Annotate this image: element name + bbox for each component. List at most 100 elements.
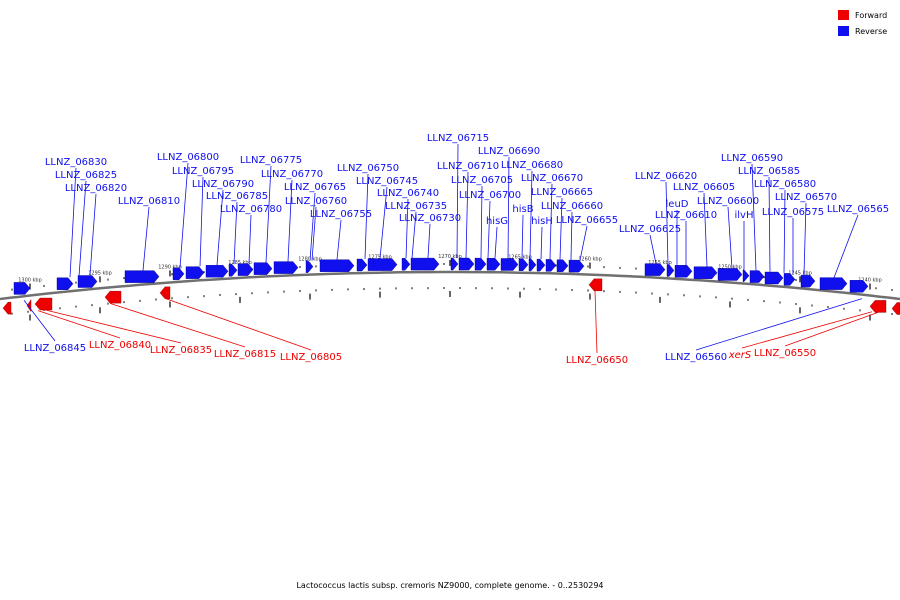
reverse-gene-arrow bbox=[228, 264, 238, 277]
label-leader bbox=[142, 206, 150, 271]
gene-label-reverse: LLNZ_06690 bbox=[478, 146, 540, 157]
gene-label-reverse: LLNZ_06580 bbox=[754, 179, 816, 190]
label-leader bbox=[265, 165, 272, 263]
reverse-gene-arrow bbox=[77, 275, 98, 288]
gene-label-reverse: LLNZ_06825 bbox=[55, 170, 117, 181]
reverse-gene-arrow bbox=[568, 259, 585, 273]
label-leader bbox=[487, 200, 491, 259]
gene-label-reverse: LLNZ_06565 bbox=[827, 204, 889, 215]
scale-tick-label: 1245 kbp bbox=[788, 270, 812, 276]
label-leader bbox=[37, 310, 121, 339]
label-leader bbox=[521, 214, 524, 259]
reverse-gene-arrow bbox=[273, 261, 299, 274]
reverse-gene-arrow bbox=[367, 258, 398, 271]
label-leader bbox=[594, 290, 598, 354]
gene-label-reverse: hisB bbox=[512, 204, 533, 215]
gene-label-forward: LLNZ_06650 bbox=[566, 355, 628, 366]
gene-label-reverse: LLNZ_06605 bbox=[673, 182, 735, 193]
label-leader bbox=[309, 192, 316, 261]
label-leader bbox=[784, 312, 879, 347]
label-leader bbox=[703, 192, 708, 267]
reverse-gene-arrow bbox=[185, 266, 205, 279]
forward-gene-arrow bbox=[588, 278, 603, 292]
scale-tick-label: 1260 kbp bbox=[578, 257, 602, 263]
label-leader bbox=[507, 156, 510, 259]
reverse-gene-arrow bbox=[450, 257, 459, 271]
label-leader bbox=[649, 234, 657, 264]
label-leader bbox=[109, 303, 246, 348]
scale-tick-label: 1295 kbp bbox=[88, 270, 112, 276]
label-leader bbox=[695, 298, 863, 351]
gene-label-reverse: LLNZ_06710 bbox=[437, 161, 499, 172]
reverse-gene-arrow bbox=[764, 271, 784, 285]
gene-label-reverse: ilvH bbox=[735, 210, 754, 221]
gene-label-reverse: LLNZ_06755 bbox=[310, 209, 372, 220]
reverse-gene-arrow bbox=[410, 257, 440, 271]
label-leader bbox=[78, 180, 87, 277]
label-leader bbox=[179, 162, 189, 268]
forward-gene-arrow bbox=[159, 286, 171, 300]
legend-reverse-swatch bbox=[838, 26, 849, 36]
scale-tick-label: 1290 kbp bbox=[158, 264, 182, 270]
reverse-gene-arrow bbox=[253, 262, 273, 275]
label-leader bbox=[456, 143, 459, 259]
gene-label-reverse: LLNZ_06845 bbox=[24, 343, 86, 354]
label-leader bbox=[233, 201, 238, 265]
label-leader bbox=[570, 211, 573, 260]
reverse-gene-arrow bbox=[528, 258, 537, 272]
gene-label-reverse: LLNZ_06775 bbox=[240, 155, 302, 166]
gene-label-reverse: LLNZ_06780 bbox=[220, 204, 282, 215]
reverse-gene-arrow bbox=[13, 282, 31, 295]
reverse-gene-arrow bbox=[674, 265, 693, 278]
gene-label-forward: LLNZ_06835 bbox=[150, 345, 212, 356]
legend: Forward Reverse bbox=[838, 10, 887, 36]
gene-label-reverse: LLNZ_06740 bbox=[377, 188, 439, 199]
reverse-gene-arrow bbox=[800, 274, 816, 288]
scale-tick-label: 1300 kbp bbox=[18, 278, 42, 284]
reverse-gene-arrow bbox=[742, 269, 750, 282]
scale-tick-label: 1255 kbp bbox=[648, 260, 672, 266]
reverse-gene-arrow bbox=[474, 257, 487, 271]
backbone-line bbox=[0, 270, 900, 301]
gene-arrows bbox=[2, 257, 900, 315]
gene-label-reverse: LLNZ_06665 bbox=[531, 187, 593, 198]
scale-tick-label: 1285 kbp bbox=[228, 260, 252, 266]
reverse-gene-arrow bbox=[556, 259, 569, 272]
reverse-gene-arrow bbox=[849, 280, 869, 293]
reverse-gene-arrow bbox=[644, 263, 666, 276]
reverse-gene-arrow bbox=[536, 258, 546, 272]
forward-gene-arrow bbox=[34, 297, 53, 311]
label-leader bbox=[199, 176, 204, 267]
gene-label-reverse: LLNZ_06760 bbox=[285, 196, 347, 207]
label-leader bbox=[427, 223, 431, 259]
gene-label-reverse: LLNZ_06575 bbox=[762, 207, 824, 218]
label-leader bbox=[311, 206, 317, 261]
reverse-gene-arrow bbox=[545, 259, 557, 272]
gene-label-reverse: LLNZ_06735 bbox=[385, 201, 447, 212]
gene-label-reverse: LLNZ_06795 bbox=[172, 166, 234, 177]
gene-label-forward: LLNZ_06550 bbox=[754, 348, 816, 359]
reverse-gene-arrow bbox=[486, 258, 501, 271]
gene-label-reverse: LLNZ_06570 bbox=[775, 192, 837, 203]
gene-label-reverse: LLNZ_06680 bbox=[501, 160, 563, 171]
forward-gene-arrow bbox=[891, 302, 900, 315]
reverse-gene-arrow bbox=[205, 265, 229, 278]
forward-gene-arrow bbox=[869, 300, 887, 313]
scale-tick-label: 1265 kbp bbox=[508, 255, 532, 261]
reverse-gene-arrow bbox=[819, 277, 848, 290]
reverse-gene-arrow bbox=[237, 263, 254, 276]
label-leader bbox=[364, 173, 369, 259]
label-leader bbox=[540, 226, 543, 260]
gene-label-reverse: LLNZ_06560 bbox=[665, 352, 727, 363]
gene-label-reverse: LLNZ_06790 bbox=[192, 179, 254, 190]
label-leader bbox=[579, 225, 588, 261]
scale-tick-label: 1270 kbp bbox=[438, 254, 462, 260]
label-leader bbox=[727, 206, 733, 269]
gene-label-forward: LLNZ_06805 bbox=[280, 352, 342, 363]
legend-forward-label: Forward bbox=[855, 11, 887, 20]
gene-label-reverse: LLNZ_06785 bbox=[206, 191, 268, 202]
label-leader bbox=[336, 219, 342, 260]
forward-gene-arrow bbox=[2, 301, 12, 315]
